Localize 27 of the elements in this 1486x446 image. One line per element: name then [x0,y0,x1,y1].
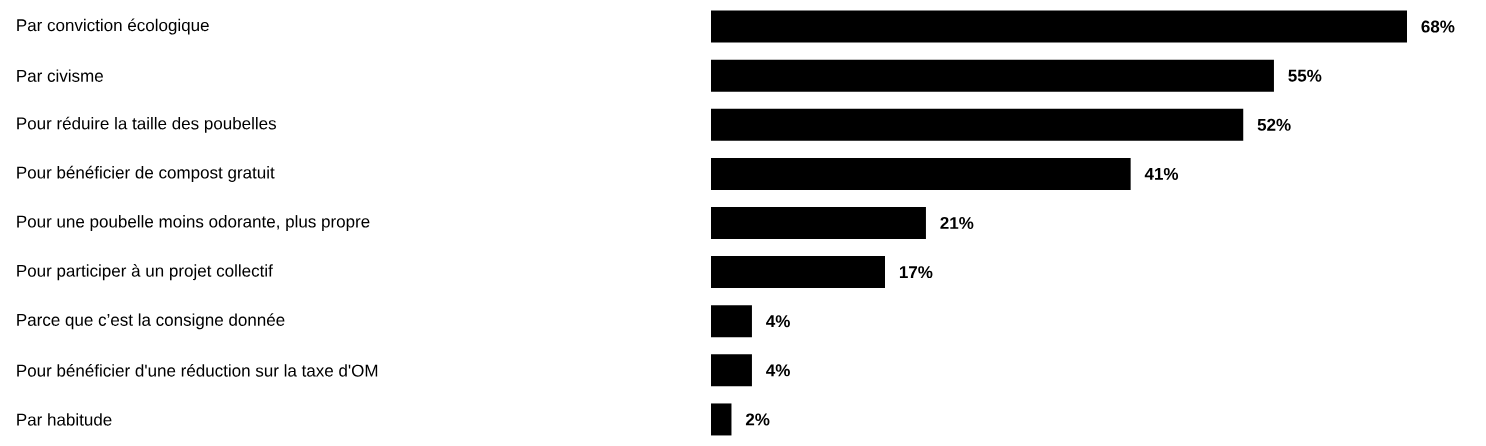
bar [711,59,1274,92]
y-tick-label: Parce que c’est la consigne donnée [17,313,285,330]
y-tick-label: Pour participer à un projet collectif [17,264,273,281]
bar [711,157,1131,190]
y-tick-label: Par habitude [17,413,112,426]
data-label: 52% [1257,118,1291,131]
bar [711,305,752,338]
data-label: 4% [766,364,790,377]
y-tick-label: Pour bénéficier d'une réduction sur la taxe d'OM [17,364,378,377]
bar [711,403,732,436]
data-label: 2% [745,413,770,426]
y-tick-label: Pour réduire la taille des poubelles [17,116,277,133]
data-label: 17% [899,266,933,279]
data-label: 41% [1144,167,1179,180]
bar [711,207,926,239]
y-tick-label: Par conviction écologique [17,18,209,35]
y-tick-label: Pour une poubelle moins odorante, plus propre [17,215,370,231]
y-tick-label: Pour bénéficier de compost gratuit [17,165,275,182]
bar [711,354,752,387]
data-label: 55% [1288,69,1322,82]
data-label: 21% [940,217,974,230]
bar [711,10,1407,43]
data-label: 4% [766,315,790,328]
bar [711,256,885,289]
y-tick-label: Par civisme [17,69,103,82]
bar [711,108,1244,141]
data-label: 68% [1421,20,1455,33]
